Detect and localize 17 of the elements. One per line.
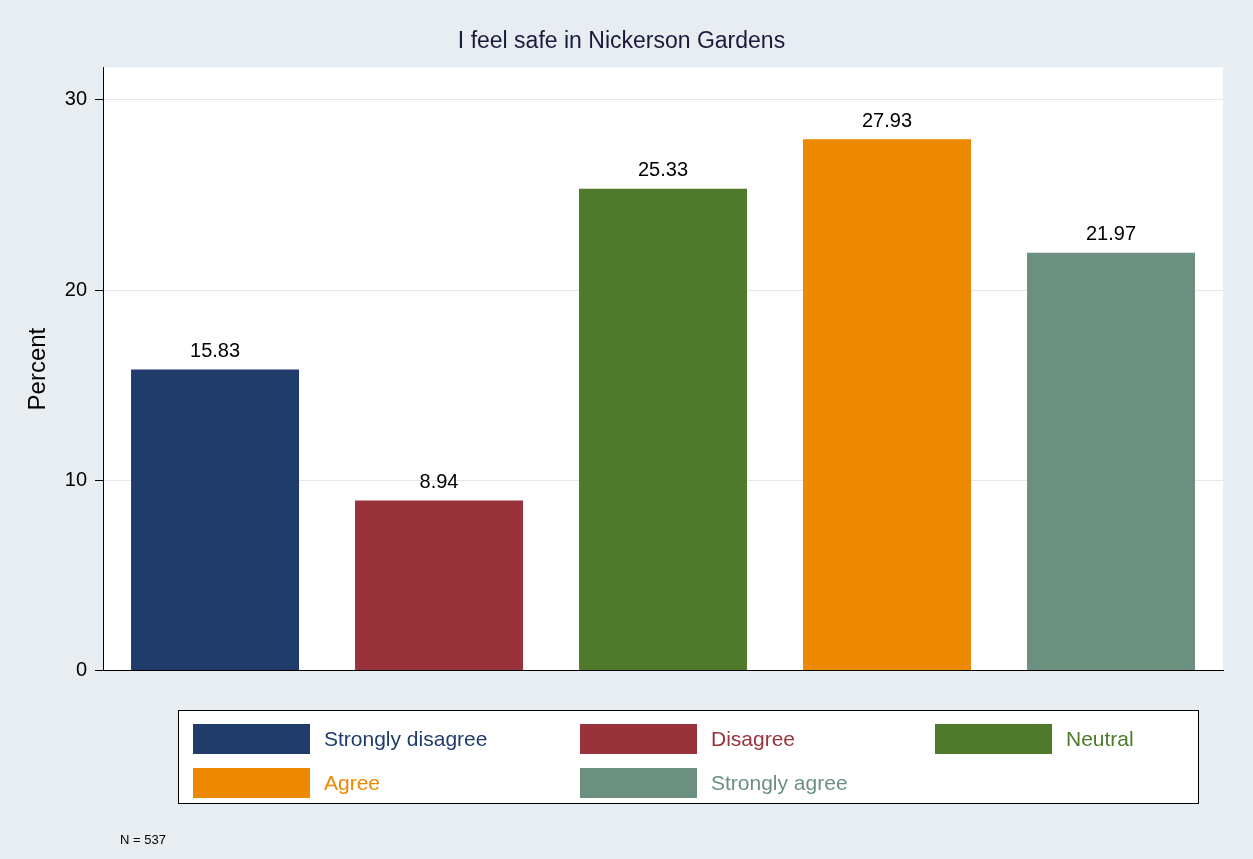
data-label: 21.97 — [1085, 222, 1137, 245]
y-tick-label: 20 — [64, 277, 88, 300]
data-label: 25.33 — [637, 158, 689, 181]
y-axis-title: Percent — [23, 327, 51, 411]
text: Agree — [324, 771, 381, 795]
data-label: 8.94 — [419, 470, 459, 493]
text: N = 537 — [120, 832, 166, 847]
data-label: 15.83 — [190, 339, 241, 361]
y-tick-label: 10 — [64, 467, 88, 490]
data-label: 27.93 — [861, 108, 913, 131]
chart-title: I feel safe in Nickerson Gardens — [457, 27, 786, 54]
text: Strongly disagree — [324, 727, 488, 751]
text: Disagree — [711, 727, 796, 751]
y-tick-label: 30 — [64, 87, 88, 110]
text: Neutral — [1066, 727, 1134, 751]
text: Strongly agree — [711, 771, 848, 795]
y-tick-label: 0 — [75, 658, 88, 681]
